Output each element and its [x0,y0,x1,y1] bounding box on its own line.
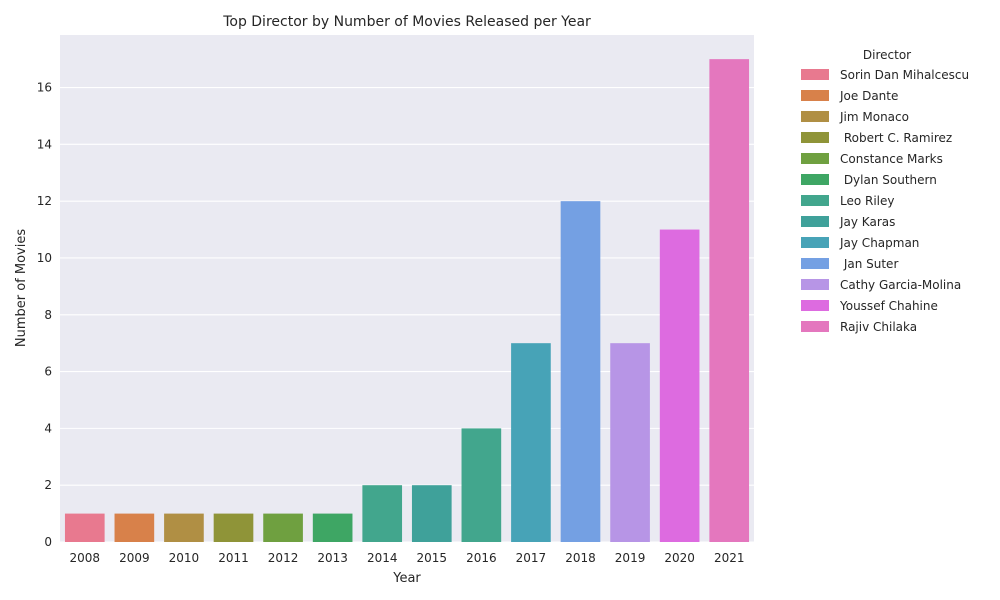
x-tick-label-2019: 2019 [615,551,646,565]
y-tick-label-10: 10 [37,251,52,265]
legend-entry-7: Jay Karas [839,215,895,229]
legend-entry-5: Dylan Southern [840,173,937,187]
legend-entry-4: Constance Marks [840,152,943,166]
legend-swatch-10 [801,279,829,290]
y-tick-labels: 0 2 4 6 8 10 12 14 16 [37,81,52,549]
legend-entry-9: Jan Suter [840,257,898,271]
legend-swatch-6 [801,195,829,206]
x-tick-label-2018: 2018 [565,551,596,565]
bar-2009 [114,513,155,542]
legend-entry-1: Joe Dante [839,89,898,103]
y-tick-label-2: 2 [44,478,52,492]
x-tick-label-2011: 2011 [218,551,249,565]
chart-title: Top Director by Number of Movies Release… [222,14,591,30]
bar-2008 [64,513,105,542]
x-tick-label-2020: 2020 [664,551,695,565]
legend-swatch-2 [801,111,829,122]
legend-entry-2: Jim Monaco [839,110,909,124]
legend-swatch-4 [801,153,829,164]
y-axis-label: Number of Movies [14,229,29,347]
bar-2017 [511,343,551,542]
x-tick-label-2010: 2010 [169,551,200,565]
y-tick-label-12: 12 [37,194,52,208]
bar-2010 [164,513,204,542]
bar-2012 [263,513,303,542]
x-tick-label-2014: 2014 [367,551,398,565]
legend-entry-3: Robert C. Ramirez [840,131,952,145]
x-tick-label-2016: 2016 [466,551,497,565]
bar-2013 [312,513,353,542]
bar-2011 [213,513,254,542]
legend-entry-10: Cathy Garcia-Molina [840,278,961,292]
legend-swatch-5 [801,174,829,185]
bar-2016 [461,428,502,542]
x-tick-label-2017: 2017 [516,551,547,565]
legend-entry-11: Youssef Chahine [839,299,938,313]
legend-entry-0: Sorin Dan Mihalcescu [840,68,969,82]
y-tick-label-16: 16 [37,81,52,95]
bar-2014 [362,485,403,542]
x-tick-labels: 2008 2009 2010 2011 2012 2013 2014 2015 2016 2017… [70,551,745,565]
legend-title: Director [863,48,911,62]
legend-swatch-9 [801,258,829,269]
legend-swatch-1 [801,90,829,101]
y-tick-label-0: 0 [44,535,52,549]
legend-entry-6: Leo Riley [840,194,895,208]
bar-2021 [709,59,750,543]
x-tick-label-2021: 2021 [714,551,745,565]
y-tick-label-6: 6 [44,365,52,379]
bar-2020 [659,229,700,542]
x-tick-label-2012: 2012 [268,551,299,565]
legend-swatch-7 [801,216,829,227]
legend-swatch-11 [801,300,829,311]
legend: Director Sorin Dan Mihalcescu Joe Dante Ji… [801,48,969,334]
bar-2018 [560,201,601,542]
legend-entry-12: Rajiv Chilaka [840,320,917,334]
bars [64,59,750,543]
x-tick-label-2015: 2015 [417,551,448,565]
y-tick-label-4: 4 [44,421,52,435]
legend-entry-8: Jay Chapman [839,236,919,250]
legend-swatch-8 [801,237,829,248]
legend-swatch-3 [801,132,829,143]
x-tick-label-2009: 2009 [119,551,150,565]
x-axis-label: Year [392,571,421,586]
x-tick-label-2013: 2013 [317,551,348,565]
bar-2019 [610,343,650,542]
bar-2015 [411,485,452,542]
legend-swatch-0 [801,69,829,80]
y-tick-label-8: 8 [44,308,52,322]
legend-swatch-12 [801,321,829,332]
x-tick-label-2008: 2008 [70,551,101,565]
y-tick-label-14: 14 [37,137,52,151]
